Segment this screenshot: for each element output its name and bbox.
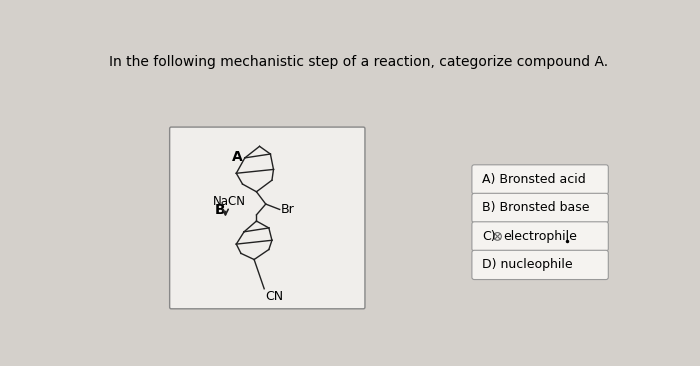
Text: D) nucleophile: D) nucleophile [482,258,573,272]
Text: electrophile: electrophile [504,230,578,243]
Text: C): C) [482,230,496,243]
Text: Br: Br [281,203,295,216]
FancyBboxPatch shape [472,250,608,280]
FancyBboxPatch shape [472,165,608,194]
Text: B: B [215,203,225,217]
FancyBboxPatch shape [472,222,608,251]
FancyBboxPatch shape [169,127,365,309]
Text: CN: CN [266,290,284,303]
Text: B) Bronsted base: B) Bronsted base [482,201,589,214]
FancyBboxPatch shape [472,193,608,223]
Text: A: A [232,150,242,164]
Text: NaCN: NaCN [213,195,246,208]
Text: In the following mechanistic step of a reaction, categorize compound A.: In the following mechanistic step of a r… [109,55,608,69]
Text: A) Bronsted acid: A) Bronsted acid [482,173,586,186]
